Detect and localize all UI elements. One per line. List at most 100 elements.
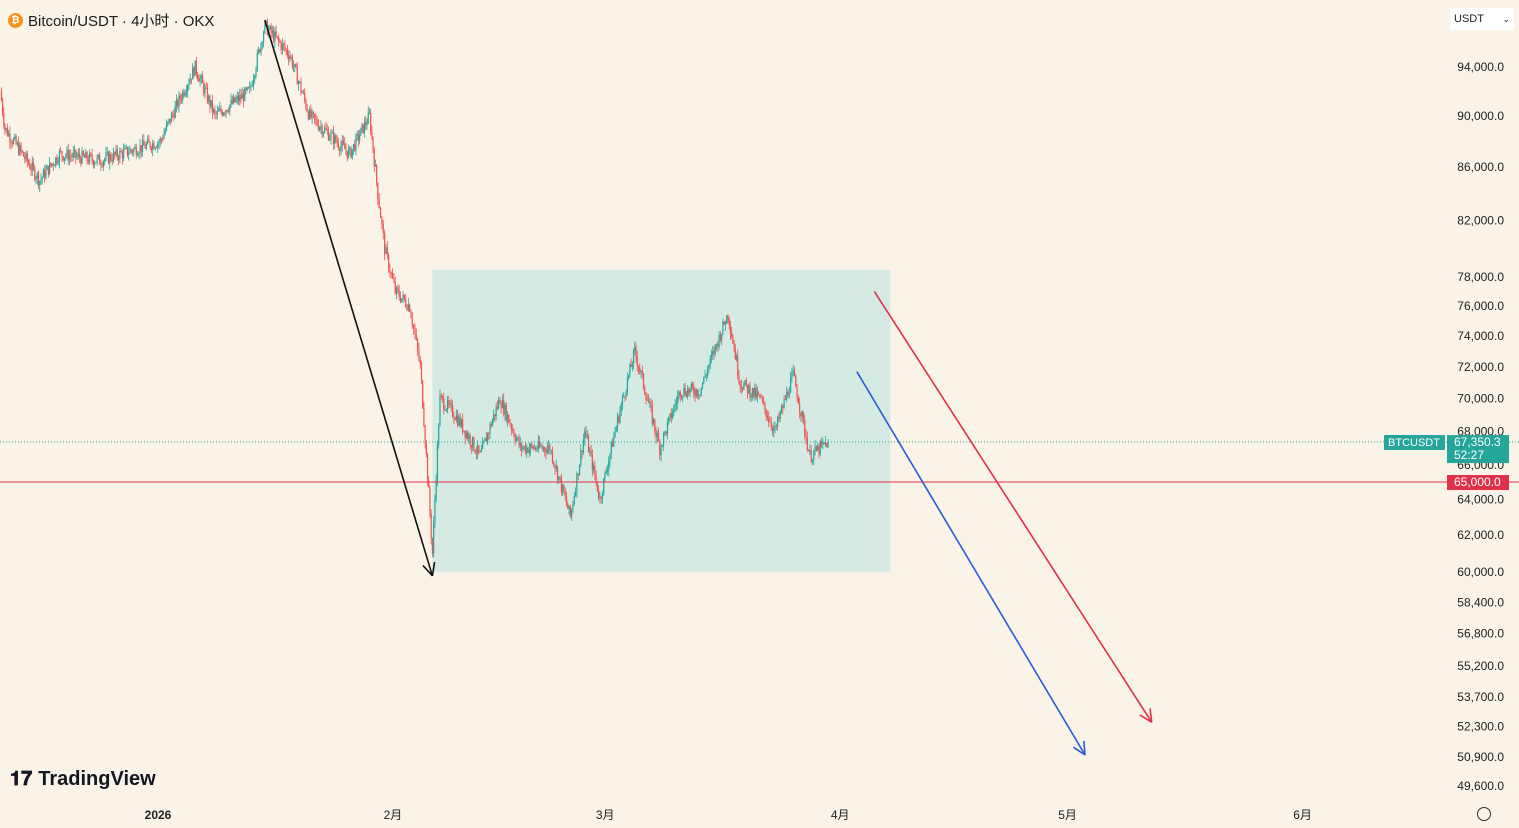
candle-body xyxy=(712,351,714,355)
candle-body xyxy=(99,154,101,165)
candle-body xyxy=(58,150,61,163)
candle-body xyxy=(255,68,257,76)
candle-body xyxy=(584,431,586,440)
candle-body xyxy=(740,386,742,389)
candle-body xyxy=(664,431,666,434)
candle-body xyxy=(474,450,476,453)
candle-body xyxy=(321,126,323,135)
currency-select[interactable]: USDT ⌄ xyxy=(1450,8,1514,30)
candle-body xyxy=(665,431,667,434)
candle-body xyxy=(434,499,436,523)
last-price-badge xyxy=(1447,435,1509,464)
candle-body xyxy=(35,178,37,180)
candle-body xyxy=(782,406,784,409)
candle-body xyxy=(793,370,796,376)
candle-body xyxy=(801,411,803,417)
candle-body xyxy=(256,52,258,69)
candle-body xyxy=(568,505,570,509)
candle-body xyxy=(309,109,311,119)
candle-body xyxy=(362,124,364,133)
candle-body xyxy=(4,124,6,130)
candle-body xyxy=(726,315,728,325)
candle-body xyxy=(759,394,761,398)
candle-body xyxy=(221,111,223,116)
candle-body xyxy=(134,147,136,149)
candle-body xyxy=(465,433,467,438)
candle-body xyxy=(160,138,163,140)
candle-body xyxy=(756,392,758,398)
candle-body xyxy=(620,404,622,412)
candle-body xyxy=(600,497,602,499)
candle-body xyxy=(185,91,188,93)
candle-body xyxy=(657,433,660,442)
candle-body xyxy=(234,97,236,102)
candle-body xyxy=(31,162,33,171)
candle-body xyxy=(368,112,371,114)
candle-body xyxy=(145,143,147,149)
candle-body xyxy=(615,426,617,432)
chart-title: ₿ Bitcoin/USDT · 4小时 · OKX xyxy=(8,10,214,31)
candle-body xyxy=(209,96,211,107)
candle-body xyxy=(301,91,303,93)
candle-body xyxy=(200,75,202,79)
candle-body xyxy=(764,402,766,410)
candle-body xyxy=(710,354,713,358)
candle-body xyxy=(604,472,606,479)
candle-body xyxy=(52,163,54,166)
candle-body xyxy=(26,153,28,162)
candle-body xyxy=(36,173,38,179)
candle-body xyxy=(165,123,168,131)
candle-body xyxy=(423,407,425,427)
candle-body xyxy=(236,96,238,100)
candle-body xyxy=(359,135,361,141)
candle-body xyxy=(332,132,335,144)
candle-body xyxy=(477,445,479,454)
candle-body xyxy=(655,430,657,438)
candle-body xyxy=(394,282,396,294)
candle-body xyxy=(691,384,694,388)
settings-icon[interactable] xyxy=(1477,807,1491,821)
candle-body xyxy=(384,232,386,255)
candle-body xyxy=(187,85,189,92)
candle-body xyxy=(675,403,678,405)
candle-body xyxy=(173,114,175,118)
candle-body xyxy=(652,419,655,424)
candle-body xyxy=(742,388,744,390)
range-box xyxy=(432,269,891,573)
candle-body xyxy=(211,100,213,113)
candle-body xyxy=(232,97,235,104)
candle-body xyxy=(373,150,375,167)
candle-body xyxy=(349,147,351,150)
candle-body xyxy=(479,451,481,453)
candle-body xyxy=(344,143,346,150)
candle-body xyxy=(530,444,532,449)
black-arrow-head xyxy=(422,564,433,577)
candle-body xyxy=(147,139,149,144)
candle-body xyxy=(401,298,403,302)
candle-body xyxy=(493,414,495,421)
candle-body xyxy=(153,143,155,149)
candle-body xyxy=(779,412,781,419)
candle-body xyxy=(670,413,672,419)
candle-body xyxy=(85,152,87,158)
candle-body xyxy=(631,364,633,367)
candle-body xyxy=(647,400,650,404)
candle-body xyxy=(115,149,117,155)
candle-body xyxy=(766,416,769,418)
candle-body xyxy=(628,374,630,378)
candle-body xyxy=(265,20,267,22)
candle-body xyxy=(565,496,568,505)
candle-body xyxy=(330,132,332,139)
candle-body xyxy=(162,138,164,140)
candle-body xyxy=(637,365,640,369)
candle-body xyxy=(630,364,632,367)
candle-body xyxy=(413,325,415,329)
candle-body xyxy=(503,399,505,415)
candle-body xyxy=(559,476,561,478)
candle-body xyxy=(673,406,675,414)
candle-body xyxy=(450,403,452,405)
candle-body xyxy=(129,149,131,154)
y-tick-label: 76,000.0 xyxy=(1457,299,1504,313)
candle-body xyxy=(163,133,165,140)
